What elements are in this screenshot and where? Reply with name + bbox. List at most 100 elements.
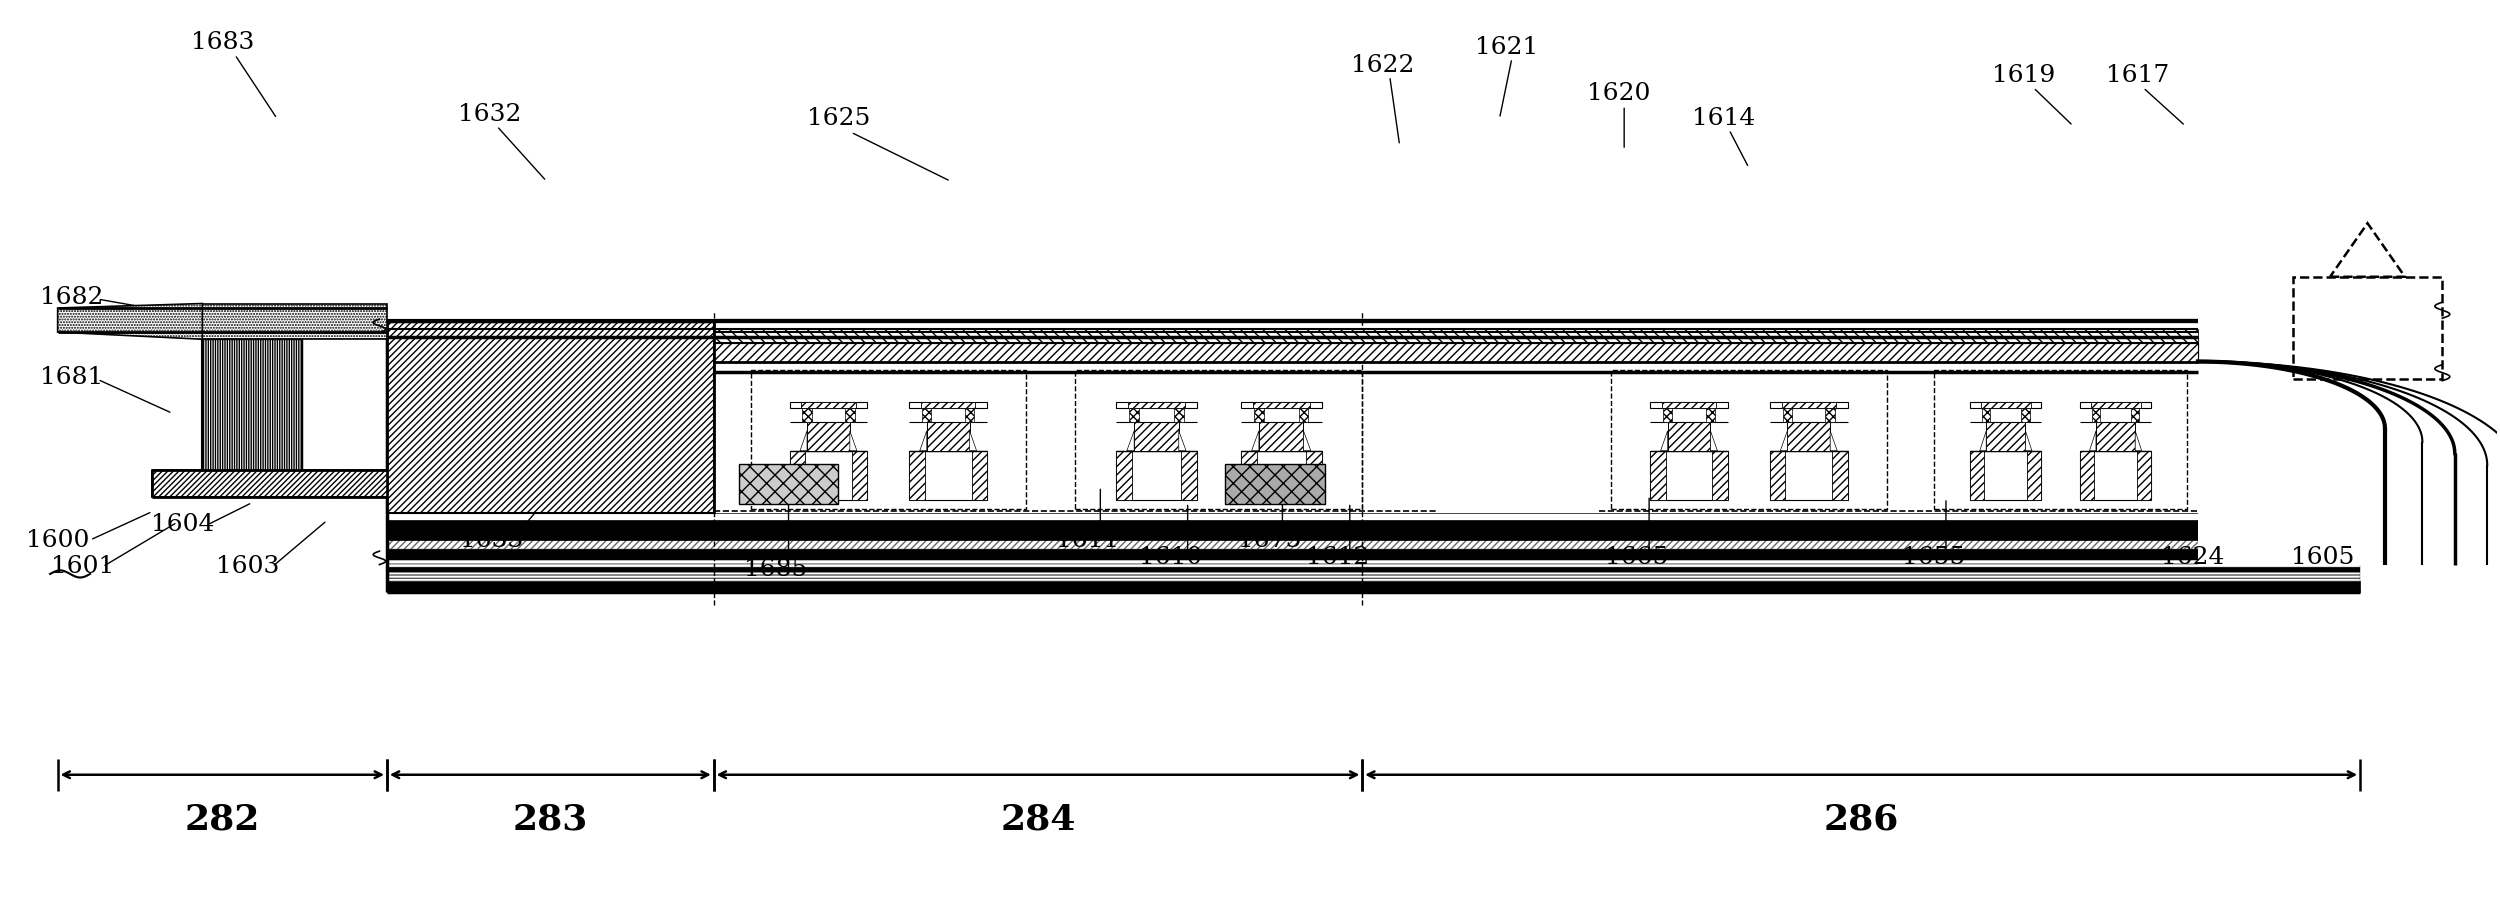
Bar <box>2130 409 2140 422</box>
Bar <box>388 329 2198 338</box>
Bar <box>1650 451 1727 500</box>
Polygon shape <box>800 431 808 451</box>
Bar <box>1298 409 1308 422</box>
Bar <box>1980 402 2030 409</box>
Polygon shape <box>1980 431 1985 451</box>
Bar <box>790 451 867 500</box>
Bar <box>928 422 970 451</box>
Bar <box>808 422 850 451</box>
Bar <box>1832 451 1848 500</box>
Bar <box>2020 409 2030 422</box>
Polygon shape <box>970 431 978 451</box>
Bar <box>1260 422 1302 451</box>
Polygon shape <box>2025 431 2032 451</box>
Bar <box>2198 427 2385 565</box>
Bar <box>750 371 1025 509</box>
Text: 286: 286 <box>1822 803 1900 836</box>
Bar <box>1713 451 1728 500</box>
Bar <box>2080 402 2150 409</box>
Bar <box>2095 422 2135 451</box>
Bar <box>1130 409 1140 422</box>
Bar <box>2092 409 2100 422</box>
Bar <box>2028 451 2042 500</box>
Text: 1621: 1621 <box>1475 36 1538 59</box>
Bar <box>1825 409 1835 422</box>
Text: 1682: 1682 <box>40 286 102 309</box>
Text: 1605: 1605 <box>2290 546 2355 569</box>
Bar <box>1240 451 1322 500</box>
Bar <box>972 451 988 500</box>
Bar <box>2292 277 2442 379</box>
Bar <box>845 409 855 422</box>
Bar <box>1770 451 1785 500</box>
Text: 1610: 1610 <box>1138 546 1202 569</box>
Bar <box>1180 451 1198 500</box>
Bar <box>1970 451 2042 500</box>
Bar <box>1115 451 1132 500</box>
Bar <box>388 526 2360 540</box>
Bar <box>910 451 925 500</box>
Polygon shape <box>850 431 858 451</box>
Polygon shape <box>1128 431 1135 451</box>
Bar <box>1135 422 1180 451</box>
Bar <box>738 464 838 505</box>
Bar <box>922 409 932 422</box>
Bar <box>2080 451 2095 500</box>
Bar <box>1650 451 1665 500</box>
Bar <box>712 343 2198 362</box>
Bar <box>1705 409 1715 422</box>
Text: 1683: 1683 <box>190 31 255 55</box>
Bar <box>910 451 988 500</box>
Polygon shape <box>1830 431 1838 451</box>
Text: 282: 282 <box>185 803 260 836</box>
Text: 1619: 1619 <box>1992 65 2055 87</box>
Bar <box>202 339 302 471</box>
Bar <box>388 567 2360 572</box>
Bar <box>1115 402 1198 409</box>
Bar <box>388 572 2360 581</box>
Text: 1600: 1600 <box>25 529 90 551</box>
Text: 1685: 1685 <box>745 558 808 581</box>
Text: 1655: 1655 <box>1902 546 1965 569</box>
Bar <box>1668 422 1710 451</box>
Bar <box>1970 402 2042 409</box>
Bar <box>1252 402 1310 409</box>
Bar <box>1650 402 1727 409</box>
Text: 1617: 1617 <box>2108 65 2170 87</box>
Polygon shape <box>1302 431 1310 451</box>
Text: 1625: 1625 <box>808 107 870 130</box>
Text: 1632: 1632 <box>458 103 520 126</box>
Text: 1612: 1612 <box>1305 546 1370 569</box>
Bar <box>1175 409 1182 422</box>
Text: 1601: 1601 <box>50 555 115 578</box>
Polygon shape <box>1780 431 1788 451</box>
Bar <box>1662 409 1672 422</box>
Bar <box>1240 451 1258 500</box>
Text: 1622: 1622 <box>1350 54 1415 76</box>
Bar <box>388 321 712 514</box>
Bar <box>1970 451 1985 500</box>
Bar <box>1662 402 1718 409</box>
Text: 1614: 1614 <box>1693 107 1755 130</box>
Text: 1603: 1603 <box>215 555 280 578</box>
Bar <box>388 338 2198 357</box>
Bar <box>790 451 805 500</box>
Bar <box>800 402 855 409</box>
Polygon shape <box>920 431 928 451</box>
Bar <box>1985 422 2025 451</box>
Bar <box>2138 451 2150 500</box>
Polygon shape <box>1710 431 1718 451</box>
Bar <box>790 402 867 409</box>
Text: 1624: 1624 <box>2160 546 2225 569</box>
Text: 1633: 1633 <box>460 529 522 551</box>
Bar <box>388 520 2360 526</box>
Bar <box>1225 464 1325 505</box>
Polygon shape <box>2090 431 2095 451</box>
Bar <box>2090 402 2140 409</box>
Bar <box>910 402 988 409</box>
Bar <box>1935 371 2188 509</box>
Bar <box>388 514 2360 520</box>
Bar <box>202 304 388 339</box>
Bar <box>388 559 2360 567</box>
Bar <box>388 549 2360 559</box>
